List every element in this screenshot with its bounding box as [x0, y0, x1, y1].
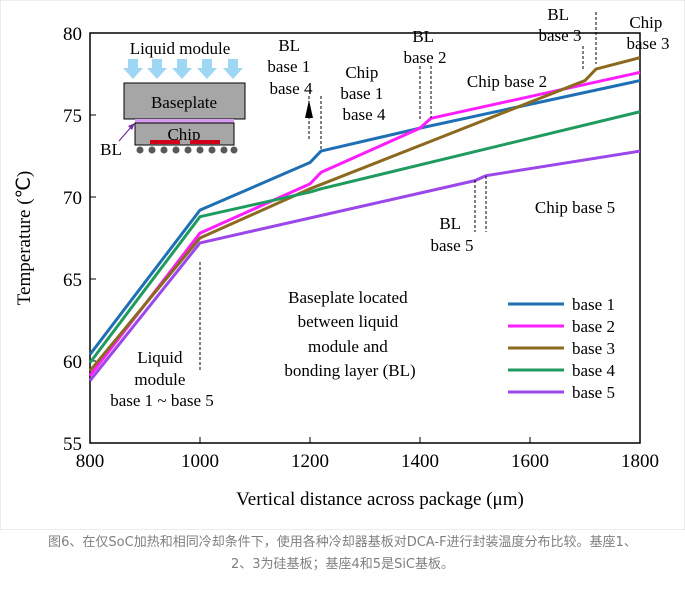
- series-line-base-1: [88, 79, 641, 356]
- y-tick-label: 75: [63, 106, 82, 127]
- series-line-base-3: [88, 56, 641, 372]
- inset-bl-arrow-icon: [128, 123, 135, 130]
- x-tick-label: 1800: [621, 451, 659, 472]
- annotation-chip-base3: Chip base 3: [627, 13, 670, 53]
- inset-chip-label: Chip: [167, 125, 200, 144]
- x-axis-label: Vertical distance across package (μm): [236, 489, 524, 510]
- legend: base 1 base 2 base 3 base 4 base 5: [508, 295, 615, 402]
- inset-hotspot-left: [150, 140, 180, 144]
- annotation-bl-base3: BL base 3: [539, 5, 582, 45]
- inset-bonding-layer: [135, 119, 234, 123]
- x-tick-label: 800: [76, 451, 105, 472]
- y-tick-label: 65: [63, 270, 82, 291]
- x-tick-label: 1600: [511, 451, 549, 472]
- x-tick-label: 1400: [401, 451, 439, 472]
- y-axis: 55 60 65 70 75 80: [63, 24, 96, 455]
- annotation-baseplate-note: Baseplate located between liquid module …: [284, 288, 415, 380]
- legend-label: base 1: [572, 295, 615, 314]
- y-tick-label: 70: [63, 188, 82, 209]
- legend-label: base 5: [572, 383, 615, 402]
- annotation-chip-base5: Chip base 5: [535, 198, 615, 217]
- annotations: Liquid module base 1 ~ base 5 BL base 1 …: [110, 5, 669, 410]
- legend-label: base 4: [572, 361, 615, 380]
- coolant-arrows: [123, 59, 243, 79]
- coolant-arrow-icon: [223, 59, 243, 79]
- inset-liquid-module-label: Liquid module: [130, 39, 231, 58]
- inset-bl-pointer: [118, 125, 133, 142]
- figure-caption: 图6、在仅SoC加热和相同冷却条件下，使用各种冷却器基板对DCA-F进行封装温度…: [0, 532, 685, 576]
- annotation-bl-base14: BL base 1 base 4: [267, 36, 314, 98]
- x-tick-label: 1200: [291, 451, 329, 472]
- inset-chip: [134, 122, 235, 146]
- y-axis-label: Temperature (℃): [14, 171, 35, 305]
- y-tick-label: 60: [63, 352, 82, 373]
- caption-line-2: 2、3为硅基板；基座4和5是SiC基板。: [230, 557, 455, 572]
- x-tick-label: 1000: [181, 451, 219, 472]
- inset-bumps: [136, 146, 238, 154]
- caption-line-1: 图6、在仅SoC加热和相同冷却条件下，使用各种冷却器基板对DCA-F进行封装温度…: [48, 535, 637, 550]
- annotation-bl-base5: BL base 5: [431, 214, 474, 255]
- inset-bl-label: BL: [100, 140, 122, 159]
- series-line-base-2: [88, 70, 641, 377]
- legend-label: base 3: [572, 339, 615, 358]
- plot-area: [89, 32, 641, 444]
- annotation-liquid-module: Liquid module base 1 ~ base 5: [110, 348, 214, 410]
- inset-hotspot-right: [190, 140, 220, 144]
- coolant-arrow-icon: [123, 59, 143, 79]
- x-axis: 800 1000 1200 1400 1600 1800: [76, 437, 659, 472]
- y-tick-label: 55: [63, 434, 82, 455]
- coolant-arrow-icon: [197, 59, 217, 79]
- package-inset: Liquid module Baseplate Chip BL: [100, 39, 246, 159]
- series-line-base-4: [88, 110, 641, 364]
- coolant-arrow-icon: [147, 59, 167, 79]
- chart: 55 60 65 70 75 80 800 1000 1200 1400 1600 1800 Tem…: [0, 0, 685, 530]
- y-tick-label: 80: [63, 24, 82, 45]
- inset-baseplate: [123, 82, 246, 120]
- inset-baseplate-label: Baseplate: [151, 93, 217, 112]
- dashed-markers: [199, 12, 597, 372]
- annotation-chip-base2: Chip base 2: [467, 72, 547, 91]
- annotation-chip-base14: Chip base 1 base 4: [340, 63, 387, 124]
- legend-label: base 2: [572, 317, 615, 336]
- bl-base14-arrow: [305, 100, 313, 118]
- coolant-arrow-icon: [172, 59, 192, 79]
- annotation-bl-base2: BL base 2: [404, 27, 447, 67]
